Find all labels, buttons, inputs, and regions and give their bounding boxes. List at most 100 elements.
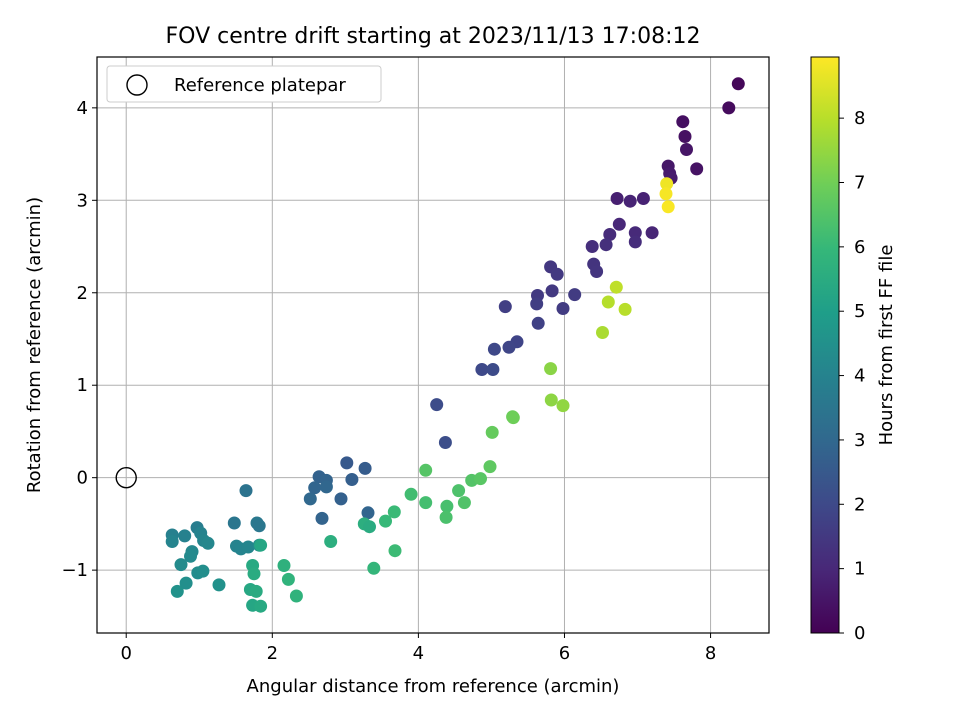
x-tick-label: 2 [267, 643, 278, 664]
colorbar-tick-label: 4 [854, 366, 865, 387]
data-point [612, 217, 626, 231]
data-point [201, 536, 215, 550]
x-tick-label: 6 [559, 643, 570, 664]
data-point [530, 297, 544, 311]
data-point [661, 200, 675, 214]
data-point [196, 564, 210, 578]
x-tick-label: 8 [705, 643, 716, 664]
data-point [439, 510, 453, 524]
data-point [585, 240, 599, 253]
data-point [438, 436, 452, 449]
colorbar-tick-label: 2 [854, 494, 865, 515]
x-axis-ticks: 0 2 4 6 8 [120, 633, 716, 664]
scatter-points [165, 77, 745, 613]
data-point [252, 519, 266, 533]
data-point [319, 480, 333, 494]
data-point [544, 393, 558, 407]
legend-box [106, 65, 382, 103]
data-point [457, 496, 471, 510]
y-tick-label: 0 [77, 468, 88, 489]
data-point [308, 481, 322, 495]
data-point [303, 492, 317, 506]
data-point [603, 228, 617, 241]
colorbar-ticks: 0 1 2 3 4 5 6 7 8 [839, 108, 865, 644]
data-point [722, 101, 736, 115]
data-point [680, 143, 693, 156]
data-point [174, 558, 188, 572]
y-tick-label: 1 [77, 375, 88, 396]
data-point [618, 302, 632, 316]
data-point [363, 520, 376, 534]
data-point [660, 177, 674, 191]
data-point [254, 538, 268, 552]
data-point [212, 578, 226, 592]
data-point [452, 484, 466, 498]
legend: Reference platepar [106, 65, 382, 103]
data-point [485, 425, 499, 439]
colorbar-tick-label: 5 [854, 301, 865, 322]
data-point [358, 461, 372, 475]
data-point [550, 267, 564, 281]
data-point [545, 284, 559, 298]
data-point [227, 516, 241, 530]
y-tick-label: 3 [77, 190, 88, 211]
plot-frame [96, 56, 770, 634]
y-tick-label: 4 [77, 98, 88, 119]
data-point [247, 567, 261, 581]
colorbar-tick-label: 3 [854, 430, 865, 451]
colorbar-tick-label: 0 [854, 623, 865, 644]
data-point [419, 496, 433, 510]
data-point [502, 340, 516, 354]
data-point [440, 499, 454, 513]
data-point [419, 463, 433, 477]
colorbar [810, 56, 840, 634]
data-point [628, 235, 642, 249]
data-point [170, 584, 184, 598]
colorbar-tick-label: 7 [854, 172, 865, 193]
data-point [179, 576, 193, 590]
data-point [178, 529, 192, 543]
data-point [498, 300, 512, 314]
data-point [241, 540, 255, 554]
x-tick-label: 0 [120, 643, 131, 664]
data-point [636, 192, 650, 205]
data-point [430, 398, 444, 412]
data-point [340, 456, 354, 470]
data-point [483, 460, 497, 474]
data-point [590, 265, 604, 278]
data-point [388, 544, 402, 558]
data-point [556, 399, 570, 413]
y-axis-ticks: −1 0 1 2 3 4 [61, 98, 97, 581]
data-point [324, 535, 338, 548]
y-axis-label: Rotation from reference (arcmin) [24, 197, 45, 493]
data-point [345, 473, 359, 486]
colorbar-label: Hours from first FF file [876, 245, 897, 446]
data-point [659, 187, 673, 201]
legend-marker-open-circle [126, 74, 148, 96]
y-tick-label: −1 [61, 560, 88, 581]
data-point [676, 115, 690, 129]
data-point [544, 362, 558, 376]
data-point [568, 288, 582, 302]
data-point [531, 316, 545, 330]
colorbar-tick-label: 1 [854, 559, 865, 580]
data-point [239, 484, 253, 498]
data-point [690, 162, 704, 176]
data-point [254, 599, 268, 613]
data-point [609, 280, 623, 294]
data-point [361, 506, 375, 520]
data-point [601, 295, 615, 309]
data-point [731, 77, 745, 91]
grid-lines [97, 57, 769, 633]
data-point [379, 514, 392, 528]
chart-title: FOV centre drift starting at 2023/11/13 … [166, 24, 701, 49]
data-point [599, 238, 613, 252]
data-point [289, 589, 303, 603]
data-point [623, 194, 637, 208]
reference-platepar-marker [115, 466, 137, 489]
reference-point [115, 466, 137, 489]
data-point [486, 363, 500, 376]
data-point [610, 192, 624, 205]
x-tick-label: 4 [413, 643, 424, 664]
data-point [387, 505, 401, 519]
